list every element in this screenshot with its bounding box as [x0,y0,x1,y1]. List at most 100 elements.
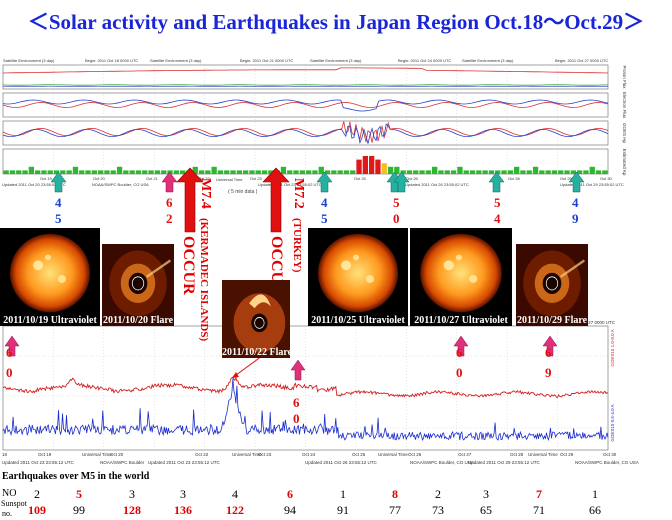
eq-digit-bottom-2: 5 [321,211,328,226]
kp-bar [564,170,570,174]
xray-flux-chart: Begin: 2011 Oct 27 0000 UTC GOES15 1.0-8… [0,318,672,470]
photo-label-1: 2011/10/20 Flare [102,315,174,326]
kp-bar [331,170,337,174]
proton-flux-series [2,67,609,88]
kp-bar [369,156,375,174]
hdr-sat-3: Satellite Environment (3 day) [310,58,362,63]
kp-bar [419,170,425,174]
xray-gridlines [3,326,608,450]
kp-bar [129,170,135,174]
kp-bar [570,170,576,174]
kp-bar [406,170,413,174]
photo-label-4: 2011/10/27 Ultraviolet [414,315,508,326]
kp-bar [110,170,116,174]
sunspot-cell: 99 [73,503,85,517]
event-turkey-label: (TURKEY) [291,218,303,273]
photo-label-2: 2011/10/22 Flare [222,347,290,358]
kp-bar [53,170,60,174]
kp-bar [602,170,608,174]
hdr-begin-3: Begin: 2011 Oct 24 0000 UTC [398,58,451,63]
kp-bar [72,166,79,174]
kp-bar [224,170,230,174]
eq-digit-bottom-3: 0 [393,211,400,226]
kp-bar [400,170,406,174]
table-heading: Earthquakes over M5 in the world [2,471,150,482]
kp-bar [356,159,362,174]
kp-bar [457,166,463,174]
xray-digit-top-3: 6 [545,345,552,360]
flare-image [222,280,290,358]
kp-bar [167,170,173,174]
kp-bar [394,166,400,174]
kp-bar [507,170,513,174]
xray-digit-top-1: 6 [293,395,300,410]
kp-bar [148,170,154,174]
xray-date-oct27: Oct 27 [458,452,472,457]
kp-bar [381,163,387,174]
sat-date-oct21: Oct 21 [146,176,159,181]
xray-date-oct20: Oct 20 [110,452,124,457]
kp-bar [558,170,564,174]
eq-count-cell: 2 [435,487,441,501]
kp-bar [350,170,356,174]
kp-bar [154,170,161,174]
sun-image [10,233,90,313]
satellite-environment-chart: Satellite Environment (3 day) Satellite … [0,55,672,190]
photo-5: 2011/10/29 Flare [516,244,588,326]
xray-digit-top-2: 6 [456,345,463,360]
photo-2: 2011/10/22 Flare [222,280,290,358]
footer-1: Updated 2011 Oct 20 23:55:02 UTC [2,182,66,187]
data-scale-note: ( 5 min data ) [228,189,258,195]
kp-bar [79,170,85,174]
sunspot-cell: 122 [226,503,244,517]
xray-date-oct24: Oct 24 [302,452,316,457]
kp-bar [249,170,255,174]
xray-ut-1: Universal Time [82,452,112,457]
event-kermadec-occur: OCCUR [180,236,197,295]
sat-date-oct28: Oct 28 [508,176,521,181]
row-label-sunspot: Sunspot [1,499,27,508]
xray-blue-label: GOES15 0.5-4.0 A [610,404,615,441]
kp-bar [116,166,123,174]
sat-date-oct23: Oct 23 [250,176,263,181]
kp-bar [514,166,520,174]
sat-date-oct22: Oct 22 [198,176,211,181]
eq-count-cell: 3 [180,487,186,501]
xray-foot-1: Updated 2011 Oct 23 23:55:12 UTC [2,460,74,465]
kp-bar [60,170,66,174]
row-label-no: NO [2,488,17,499]
kp-bar [217,170,224,174]
axis-kp: Estimated Kp [622,149,627,176]
kp-bar [28,166,34,174]
xray-date-oct26: Oct 26 [408,452,422,457]
eq-count-cell: 1 [592,487,598,501]
kp-bar [337,170,343,174]
photo-label-5: 2011/10/29 Flare [516,315,588,326]
footer-4: Updated 2011 Oct 23 23:55:02 UTC [258,182,322,187]
footer-5: Updated 2011 Oct 26 23:55:02 UTC [405,182,469,187]
xray-foot-5: NOAA/SWPC Boulder, CO USA [410,460,474,465]
eq-digit-top-3: 5 [393,195,400,210]
kp-bar [545,170,551,174]
xray-digit-bottom-3: 9 [545,365,552,380]
xray-digit-top-0: 6 [6,345,13,360]
corona-image [516,244,588,326]
kp-bar [318,166,324,174]
xray-date-oct25: Oct 25 [352,452,366,457]
footer-2: NOAA/SWPC Boulder, CO USA [92,182,149,187]
xray-date-oct29: Oct 29 [560,452,574,457]
xray-date-oct23: Oct 23 [258,452,272,457]
sunspot-cell: 128 [123,503,141,517]
kp-bar [135,170,142,174]
eq-digit-bottom-4: 4 [494,211,501,226]
eq-digit-bottom-0: 5 [55,211,62,226]
kp-bar [123,170,129,174]
photo-1: 2011/10/20 Flare [102,244,174,326]
kp-bar [312,170,318,174]
kp-bar [526,170,532,174]
xray-date-oct19: Oct 19 [38,452,52,457]
axis-hp: GOES Hp [622,123,627,144]
kp-bar [192,166,198,174]
sunspot-cell: 109 [28,503,46,517]
kp-bar [577,170,583,174]
